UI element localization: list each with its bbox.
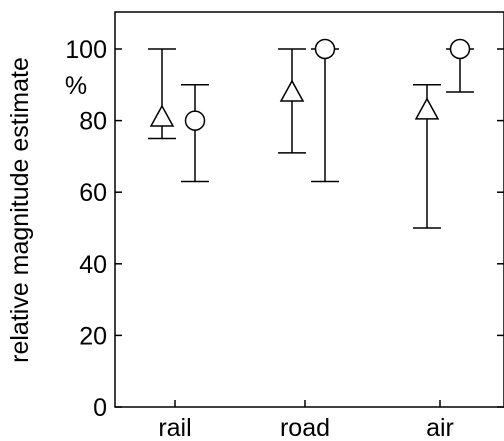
y-tick-label-40: 40 [79,251,107,279]
y-tick-label-80: 80 [79,108,107,136]
y-tick-label-100: 100 [65,36,107,64]
triangle-rail-marker [149,104,175,127]
circle-rail-marker [184,110,206,131]
x-axis-category-labels: rail road air [158,414,454,441]
series-layer [148,38,474,229]
x-label-rail: rail [158,414,191,441]
triangle-road-marker [279,79,305,102]
y-tick-label-0: 0 [93,394,107,422]
circle-road-marker [314,38,336,60]
y-tick-label-20: 20 [79,322,107,350]
triangle-air-marker [414,97,440,120]
circle-air-marker [449,38,471,60]
x-label-road: road [280,414,330,441]
y-axis-unit-label: % [65,72,87,100]
y-axis-ticks [115,48,504,408]
y-axis-tick-labels: 0 20 40 60 80 100 [65,36,107,422]
plot-frame [114,11,504,408]
x-label-air: air [426,414,454,441]
y-axis-label: relative magnitude estimate [6,57,34,363]
y-tick-label-60: 60 [79,179,107,207]
